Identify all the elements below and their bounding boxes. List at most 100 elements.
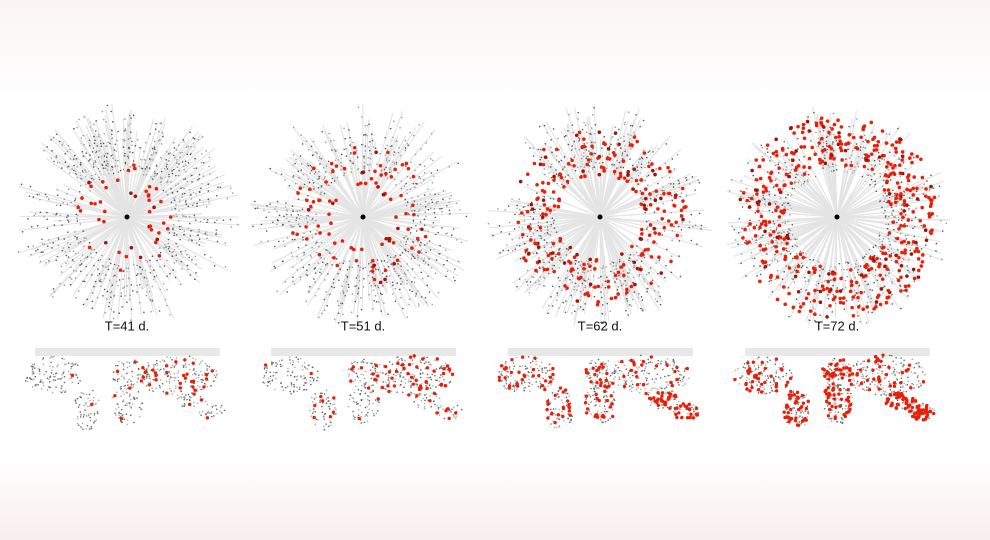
- map-node: [527, 355, 530, 358]
- node: [393, 151, 396, 153]
- map-node: [614, 376, 617, 378]
- map-node: [161, 359, 164, 361]
- map-node: [650, 389, 652, 391]
- node: [414, 295, 417, 297]
- node: [655, 242, 658, 245]
- node: [415, 225, 417, 227]
- map-node: [84, 403, 87, 405]
- map-node: [75, 374, 78, 376]
- map-node: [507, 376, 510, 378]
- map-node: [676, 369, 679, 372]
- map-node: [55, 372, 58, 374]
- infected-node: [634, 189, 638, 194]
- node: [59, 282, 61, 285]
- map-node: [543, 367, 546, 369]
- node: [363, 161, 366, 164]
- map-node: [263, 376, 265, 379]
- node: [553, 219, 555, 222]
- map-node: [555, 417, 558, 420]
- node: [662, 186, 664, 188]
- map-node: [435, 379, 437, 381]
- node: [439, 244, 441, 247]
- map-node: [154, 363, 156, 366]
- node: [663, 276, 666, 279]
- map-node: [599, 405, 601, 407]
- map-node: [325, 423, 327, 425]
- map-node: [614, 371, 617, 374]
- node: [414, 245, 416, 247]
- infected-node: [392, 262, 396, 266]
- node: [529, 223, 532, 225]
- map-node: [599, 413, 601, 415]
- node: [431, 181, 434, 184]
- map-infected: [442, 367, 446, 371]
- node: [130, 284, 133, 286]
- node: [419, 221, 422, 223]
- node: [362, 134, 365, 136]
- node: [637, 174, 640, 177]
- node: [78, 118, 80, 121]
- map-node: [651, 361, 654, 364]
- node: [583, 155, 585, 158]
- infected-node: [625, 179, 630, 184]
- map-node: [47, 378, 50, 380]
- node: [132, 160, 135, 162]
- map-infected: [133, 360, 137, 364]
- node: [276, 223, 278, 226]
- map-node: [285, 386, 287, 389]
- map-node: [315, 418, 318, 420]
- node: [103, 288, 106, 291]
- map-node: [311, 412, 314, 414]
- map-node: [201, 388, 204, 390]
- map-node: [188, 368, 191, 371]
- map-node: [545, 372, 547, 374]
- map-node: [694, 409, 696, 412]
- node: [185, 146, 188, 149]
- spoke: [362, 195, 450, 218]
- node: [276, 218, 279, 221]
- infected-node: [597, 172, 602, 177]
- node: [593, 295, 596, 298]
- map-node: [124, 384, 127, 387]
- spoke: [126, 216, 202, 270]
- map-node: [632, 386, 634, 389]
- node: [641, 309, 644, 312]
- infected-node: [609, 296, 614, 301]
- node: [588, 161, 591, 164]
- map-node: [35, 385, 37, 387]
- map-node: [31, 368, 34, 370]
- infected-node: [536, 245, 541, 249]
- node: [198, 177, 200, 180]
- map-node: [358, 393, 361, 395]
- infected-node: [87, 180, 91, 185]
- spoke: [579, 216, 601, 285]
- map-node: [428, 363, 431, 365]
- node: [101, 164, 104, 167]
- map-node: [410, 391, 412, 394]
- node: [414, 169, 416, 172]
- map-node: [219, 410, 221, 413]
- map-node: [604, 381, 606, 384]
- node: [138, 301, 141, 304]
- map-node: [311, 366, 314, 369]
- map-node: [666, 406, 669, 409]
- infected-node: [117, 250, 121, 255]
- node: [558, 285, 561, 288]
- node: [56, 255, 59, 258]
- node: [539, 214, 542, 217]
- infected-node: [646, 247, 650, 252]
- map-node: [121, 414, 124, 417]
- infected-node: [524, 248, 528, 253]
- map-node: [167, 375, 170, 377]
- node: [623, 140, 625, 143]
- node: [536, 192, 538, 195]
- map-node: [117, 373, 119, 376]
- node: [52, 242, 54, 244]
- map-node: [323, 428, 326, 431]
- spoke: [80, 151, 128, 218]
- map-node: [411, 359, 413, 361]
- map-node: [121, 361, 123, 364]
- map-node: [80, 413, 82, 416]
- map-node: [351, 397, 354, 399]
- node: [577, 136, 580, 139]
